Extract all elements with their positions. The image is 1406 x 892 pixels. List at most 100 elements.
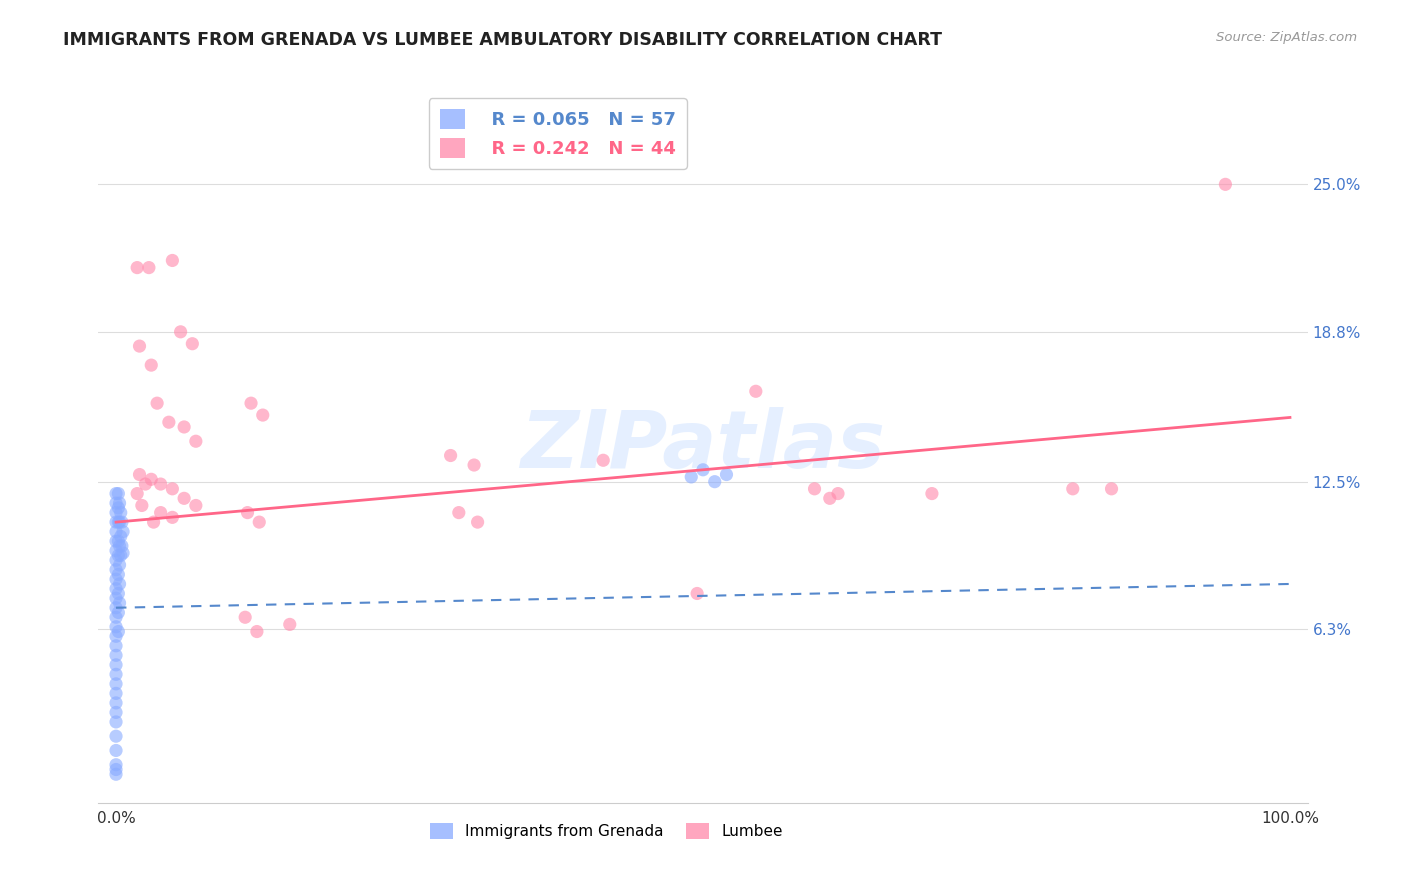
Point — [110, 529, 132, 543]
Point — [112, 546, 135, 560]
Point — [447, 506, 470, 520]
Point — [745, 384, 768, 399]
Legend: Immigrants from Grenada, Lumbee: Immigrants from Grenada, Lumbee — [423, 817, 789, 845]
Point — [105, 553, 128, 567]
Point — [173, 420, 195, 434]
Point — [236, 506, 259, 520]
Point — [107, 586, 129, 600]
Point — [162, 482, 184, 496]
Point — [105, 572, 128, 586]
Point — [105, 515, 128, 529]
Text: IMMIGRANTS FROM GRENADA VS LUMBEE AMBULATORY DISABILITY CORRELATION CHART: IMMIGRANTS FROM GRENADA VS LUMBEE AMBULA… — [63, 31, 942, 49]
Point — [105, 486, 128, 500]
Point — [105, 620, 128, 634]
Point — [108, 539, 131, 553]
Point — [105, 610, 128, 624]
Point — [108, 596, 131, 610]
Point — [105, 600, 128, 615]
Point — [108, 496, 131, 510]
Point — [181, 336, 204, 351]
Point — [105, 743, 128, 757]
Point — [105, 706, 128, 720]
Point — [107, 515, 129, 529]
Point — [107, 486, 129, 500]
Point — [1062, 482, 1084, 496]
Point — [141, 472, 163, 486]
Point — [105, 667, 128, 681]
Point — [716, 467, 738, 482]
Point — [107, 624, 129, 639]
Point — [818, 491, 841, 506]
Point — [105, 757, 128, 772]
Point — [246, 624, 269, 639]
Point — [149, 477, 172, 491]
Point — [105, 534, 128, 549]
Point — [141, 358, 163, 372]
Point — [1215, 178, 1237, 192]
Point — [247, 515, 270, 529]
Point — [105, 524, 128, 539]
Point — [681, 470, 703, 484]
Point — [142, 515, 165, 529]
Point — [692, 463, 714, 477]
Point — [134, 477, 156, 491]
Point — [108, 515, 131, 529]
Point — [827, 486, 849, 500]
Point — [1101, 482, 1123, 496]
Point — [169, 325, 191, 339]
Point — [105, 582, 128, 596]
Point — [463, 458, 485, 472]
Point — [127, 486, 149, 500]
Point — [105, 677, 128, 691]
Point — [439, 449, 461, 463]
Point — [127, 260, 149, 275]
Point — [149, 506, 172, 520]
Point — [105, 657, 128, 672]
Point — [105, 767, 128, 781]
Point — [105, 591, 128, 606]
Point — [108, 558, 131, 572]
Point — [128, 339, 150, 353]
Point — [108, 577, 131, 591]
Point — [111, 539, 134, 553]
Point — [107, 500, 129, 515]
Point — [803, 482, 825, 496]
Point — [107, 567, 129, 582]
Point — [686, 586, 709, 600]
Point — [107, 549, 129, 563]
Point — [112, 524, 135, 539]
Point — [240, 396, 263, 410]
Point — [252, 408, 274, 422]
Point — [162, 510, 184, 524]
Point — [131, 499, 153, 513]
Point — [157, 415, 180, 429]
Point — [592, 453, 614, 467]
Text: Source: ZipAtlas.com: Source: ZipAtlas.com — [1216, 31, 1357, 45]
Point — [105, 696, 128, 710]
Point — [184, 499, 207, 513]
Point — [184, 434, 207, 449]
Point — [921, 486, 943, 500]
Point — [703, 475, 725, 489]
Point — [110, 549, 132, 563]
Point — [105, 729, 128, 743]
Point — [162, 253, 184, 268]
Point — [105, 639, 128, 653]
Point — [146, 396, 169, 410]
Point — [105, 563, 128, 577]
Text: ZIPatlas: ZIPatlas — [520, 407, 886, 485]
Point — [105, 629, 128, 643]
Point — [105, 648, 128, 663]
Point — [128, 467, 150, 482]
Point — [278, 617, 301, 632]
Point — [105, 506, 128, 520]
Point — [107, 534, 129, 549]
Point — [110, 506, 132, 520]
Point — [105, 686, 128, 700]
Point — [105, 543, 128, 558]
Point — [105, 763, 128, 777]
Point — [105, 714, 128, 729]
Point — [467, 515, 489, 529]
Point — [138, 260, 160, 275]
Point — [105, 496, 128, 510]
